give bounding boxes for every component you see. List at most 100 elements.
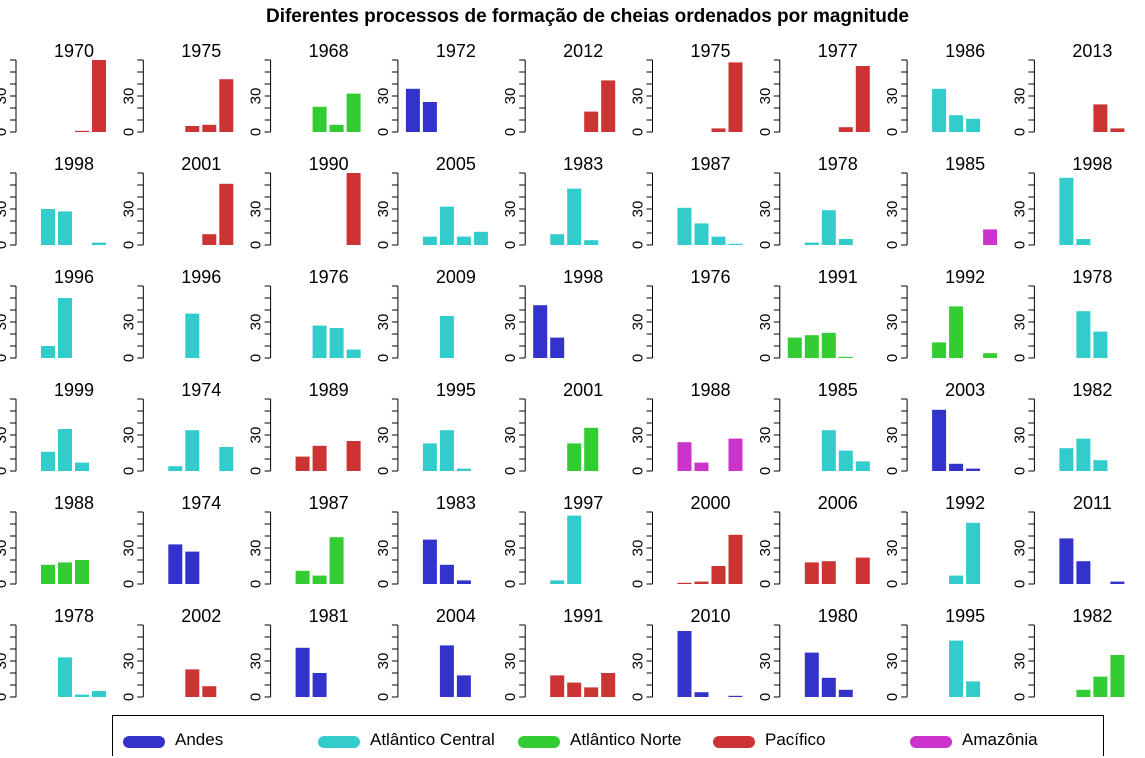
panel-title: 1995 xyxy=(436,380,476,400)
bar-atl-ntico-norte xyxy=(821,677,836,697)
bar-atl-ntico-central xyxy=(295,647,310,697)
panel-title: 1991 xyxy=(818,267,858,287)
bar-amaz-nia xyxy=(346,173,361,245)
bar-atl-ntico-norte xyxy=(439,645,454,697)
y-tick-label: 30 xyxy=(375,427,392,444)
bar-atl-ntico-central xyxy=(422,443,437,471)
y-tick-label: 0 xyxy=(1011,128,1028,136)
legend-label: Atlântico Norte xyxy=(570,730,682,749)
y-tick-label: 30 xyxy=(120,427,137,444)
bar-atl-ntico-norte xyxy=(694,581,709,584)
panel-title: 1978 xyxy=(54,606,94,626)
y-tick-label: 0 xyxy=(120,241,137,249)
panel-title: 1999 xyxy=(54,380,94,400)
bar-pac-fico xyxy=(711,236,726,245)
panel-title: 1992 xyxy=(945,267,985,287)
y-tick-label: 0 xyxy=(757,354,774,362)
y-tick-label: 0 xyxy=(757,241,774,249)
y-tick-label: 0 xyxy=(757,467,774,475)
y-tick-label: 30 xyxy=(757,88,774,105)
y-tick-label: 30 xyxy=(375,540,392,557)
y-tick-label: 30 xyxy=(0,314,10,331)
y-tick-label: 0 xyxy=(630,354,647,362)
panel-title: 1968 xyxy=(309,41,349,61)
y-tick-label: 0 xyxy=(630,580,647,588)
panel-2: 1975 0 30 xyxy=(120,41,234,136)
panel-title: 1986 xyxy=(945,41,985,61)
legend-swatch xyxy=(123,736,165,748)
y-tick-label: 30 xyxy=(1011,653,1028,670)
bar-atl-ntico-central xyxy=(804,652,819,697)
panel-31: 1995 0 30 xyxy=(375,380,476,475)
bar-atl-ntico-central xyxy=(677,442,692,471)
y-tick-label: 30 xyxy=(248,201,265,218)
panel-title: 1982 xyxy=(1072,380,1112,400)
bar-atl-ntico-central xyxy=(295,570,310,584)
y-tick-label: 0 xyxy=(375,580,392,588)
bar-pac-fico xyxy=(1093,104,1108,132)
y-tick-label: 0 xyxy=(757,693,774,701)
bar-pac-fico xyxy=(75,130,89,132)
bar-pac-fico xyxy=(838,356,853,358)
panel-19: 1996 0 30 xyxy=(0,267,94,362)
bar-atl-ntico-norte xyxy=(1076,239,1091,245)
bar-atl-ntico-central xyxy=(422,102,437,132)
panel-35: 2003 0 30 xyxy=(884,380,985,475)
bar-pac-fico xyxy=(838,239,853,245)
bar-amaz-nia xyxy=(92,60,106,132)
y-tick-label: 0 xyxy=(630,693,647,701)
bar-atl-ntico-norte xyxy=(439,564,454,584)
bar-atl-ntico-central xyxy=(168,466,183,471)
panel-47: 2002 0 30 xyxy=(120,606,221,701)
panel-53: 1995 0 30 xyxy=(884,606,985,701)
y-tick-label: 0 xyxy=(502,467,519,475)
panel-41: 1997 0 30 xyxy=(502,493,603,588)
panel-title: 1998 xyxy=(563,267,603,287)
panel-title: 1972 xyxy=(436,41,476,61)
y-tick-label: 30 xyxy=(0,653,10,670)
bar-atl-ntico-norte xyxy=(949,306,964,358)
y-tick-label: 0 xyxy=(502,580,519,588)
bar-atl-ntico-norte xyxy=(949,463,964,471)
bar-pac-fico xyxy=(838,689,853,697)
y-tick-label: 30 xyxy=(1011,314,1028,331)
y-tick-label: 0 xyxy=(248,693,265,701)
bar-atl-ntico-norte xyxy=(185,430,200,471)
bar-amaz-nia xyxy=(346,93,361,132)
panel-title: 1981 xyxy=(309,606,349,626)
panel-title: 1985 xyxy=(818,380,858,400)
panel-4: 1972 0 30 xyxy=(375,41,476,136)
y-tick-label: 30 xyxy=(1011,427,1028,444)
bar-amaz-nia xyxy=(346,441,361,471)
y-tick-label: 0 xyxy=(884,354,901,362)
bar-pac-fico xyxy=(966,522,981,584)
panel-title: 1987 xyxy=(690,154,730,174)
bar-amaz-nia xyxy=(728,438,743,471)
y-tick-label: 30 xyxy=(757,427,774,444)
panel-12: 1990 0 30 xyxy=(248,154,361,249)
bar-atl-ntico-norte xyxy=(694,692,709,697)
bar-atl-ntico-norte xyxy=(58,429,72,471)
bar-atl-ntico-norte xyxy=(821,561,836,584)
y-tick-label: 30 xyxy=(1011,88,1028,105)
bar-atl-ntico-norte xyxy=(312,445,327,471)
panel-17: 1985 0 30 xyxy=(884,154,998,249)
bar-pac-fico xyxy=(75,694,89,697)
bar-amaz-nia xyxy=(219,183,234,245)
y-tick-label: 30 xyxy=(757,201,774,218)
y-tick-label: 30 xyxy=(630,653,647,670)
bar-pac-fico xyxy=(456,580,471,584)
y-tick-label: 0 xyxy=(375,241,392,249)
bar-atl-ntico-norte xyxy=(58,298,72,358)
panel-title: 2003 xyxy=(945,380,985,400)
bar-atl-ntico-central xyxy=(932,409,947,471)
bar-amaz-nia xyxy=(855,66,870,132)
bar-atl-ntico-norte xyxy=(185,313,200,358)
panel-title: 2002 xyxy=(181,606,221,626)
bar-atl-ntico-central xyxy=(1059,177,1074,245)
bar-pac-fico xyxy=(202,686,217,697)
panel-title: 2012 xyxy=(563,41,603,61)
panel-20: 1996 0 30 xyxy=(120,267,221,362)
y-tick-label: 0 xyxy=(0,580,10,588)
y-tick-label: 0 xyxy=(375,693,392,701)
